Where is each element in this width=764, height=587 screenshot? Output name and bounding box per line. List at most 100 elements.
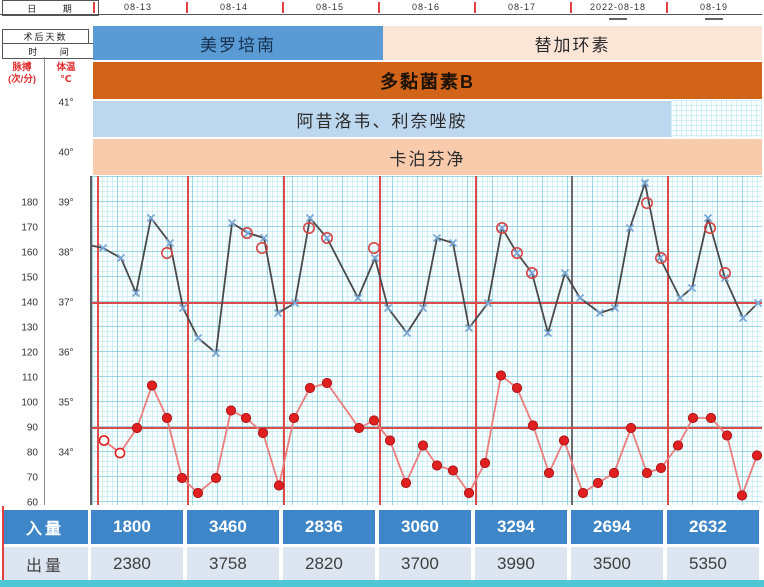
date-row-label: 日 期 xyxy=(2,0,99,16)
temp-x-marker xyxy=(448,238,458,248)
temp-x-marker xyxy=(211,348,221,358)
temp-x-marker xyxy=(402,328,412,338)
bottom-strip xyxy=(0,580,764,587)
pulse-dot-marker xyxy=(131,422,143,434)
temp-circle-marker xyxy=(640,196,653,209)
date-underline-mark xyxy=(609,18,627,20)
temp-circle-marker xyxy=(321,231,334,244)
axis-divider xyxy=(44,57,45,505)
temp-x-marker xyxy=(432,233,442,243)
pulse-tick: 120 xyxy=(21,347,38,359)
temp-tick: 34° xyxy=(58,447,74,459)
left-axis-panel: 术后天数 时 间 脉搏 (次/分) 体温 ℃ 180 170 160 150 140 13… xyxy=(0,26,97,509)
pulse-dot-marker xyxy=(641,467,653,479)
pulse-dot-marker xyxy=(463,487,475,499)
day-divider-line xyxy=(571,176,573,505)
day-divider-line xyxy=(475,176,477,505)
day-divider-line xyxy=(667,176,669,505)
date-label: 08-14 xyxy=(219,2,249,12)
pulse-dot-marker xyxy=(161,412,173,424)
io-value-cell: 3060 xyxy=(379,510,471,544)
temp-circle-marker xyxy=(256,242,269,255)
medication-bar: 卡泊芬净 xyxy=(93,139,762,175)
temp-x-marker xyxy=(560,268,570,278)
medication-bar: 阿昔洛韦、利奈唑胺 xyxy=(93,101,671,137)
intake-row-label: 入量 xyxy=(2,510,88,544)
temp-x-marker xyxy=(753,298,762,308)
pulse-tick: 110 xyxy=(22,372,38,384)
pulse-dot-marker xyxy=(192,487,204,499)
temp-x-marker xyxy=(116,253,126,263)
temp-x-marker xyxy=(497,223,507,233)
date-label: 08-17 xyxy=(507,2,537,12)
体温-line xyxy=(92,179,759,355)
temp-x-marker xyxy=(146,213,156,223)
pulse-dot-marker xyxy=(672,440,684,451)
day-divider-line xyxy=(97,176,99,505)
temp-tick: 38° xyxy=(58,247,74,259)
date-label: 08-13 xyxy=(123,2,153,12)
pulse-dot-marker xyxy=(240,412,252,424)
medication-bar: 美罗培南 xyxy=(93,26,383,60)
date-tick xyxy=(282,2,284,13)
date-tick xyxy=(378,2,380,13)
date-row: 日 期 08-13 08-14 08-15 08-16 08-17 2022-08-18 0… xyxy=(0,0,764,24)
temp-axis-label: 体温 ℃ xyxy=(56,62,76,85)
pulse-dot-marker xyxy=(417,440,429,451)
pulse-dot-marker xyxy=(273,480,285,491)
pulse-tick: 170 xyxy=(21,222,38,234)
pulse-dot-marker xyxy=(625,422,637,434)
date-tick xyxy=(666,2,668,13)
pulse-dot-marker xyxy=(705,412,717,424)
temp-tick: 39° xyxy=(58,197,74,209)
pulse-tick: 140 xyxy=(21,297,38,309)
temp-x-marker xyxy=(165,238,175,248)
temp-x-marker xyxy=(193,333,203,343)
pulse-dot-marker xyxy=(321,377,333,389)
time-box: 时 间 xyxy=(2,43,97,59)
temp-circle-marker xyxy=(161,247,174,260)
io-value-cell: 3500 xyxy=(571,547,663,580)
pulse-dot-marker xyxy=(225,405,237,416)
temp-x-marker xyxy=(178,303,188,313)
temp-circle-marker xyxy=(303,221,316,234)
pulse-dot-marker xyxy=(384,435,396,446)
date-label: 08-16 xyxy=(411,2,441,12)
pulse-dot-marker xyxy=(495,370,507,381)
temp-x-marker xyxy=(527,268,537,278)
date-tick xyxy=(474,2,476,13)
pulse-dot-marker xyxy=(687,412,699,424)
io-value-cell: 1800 xyxy=(91,510,183,544)
temp-x-marker xyxy=(595,308,605,318)
pulse-dot-marker xyxy=(176,472,188,484)
pulse-dot-marker xyxy=(447,465,459,476)
temp-circle-marker xyxy=(718,267,731,280)
pulse-open-marker xyxy=(98,435,110,446)
pulse-axis-label: 脉搏 (次/分) xyxy=(8,62,36,85)
temp-x-marker xyxy=(370,253,380,263)
date-underline-mark xyxy=(705,18,723,20)
date-tick xyxy=(93,2,95,13)
day-divider-line xyxy=(379,176,381,505)
pulse-dot-marker xyxy=(304,382,316,394)
temp-x-marker xyxy=(738,313,748,323)
temp-circle-marker xyxy=(241,226,254,239)
temp-x-marker xyxy=(625,223,635,233)
io-value-cell: 3700 xyxy=(379,547,471,580)
output-row: 出量 2380 3758 2820 3700 3990 3500 5350 xyxy=(0,547,764,580)
io-value-cell: 5350 xyxy=(667,547,759,580)
temp-x-marker xyxy=(464,323,474,333)
temp-circle-marker xyxy=(525,267,538,280)
pulse-dot-marker xyxy=(721,430,733,441)
temp-x-marker xyxy=(610,303,620,313)
date-label: 08-19 xyxy=(699,2,729,12)
temp-tick: 40° xyxy=(58,147,74,159)
io-value-cell: 2836 xyxy=(283,510,375,544)
temp-circle-marker xyxy=(654,252,667,265)
pulse-dot-marker xyxy=(210,472,222,484)
io-value-cell: 2632 xyxy=(667,510,759,544)
date-tick xyxy=(186,2,188,13)
temp-x-marker xyxy=(543,328,553,338)
temp-x-marker xyxy=(418,303,428,313)
pulse-dot-marker xyxy=(368,415,380,426)
